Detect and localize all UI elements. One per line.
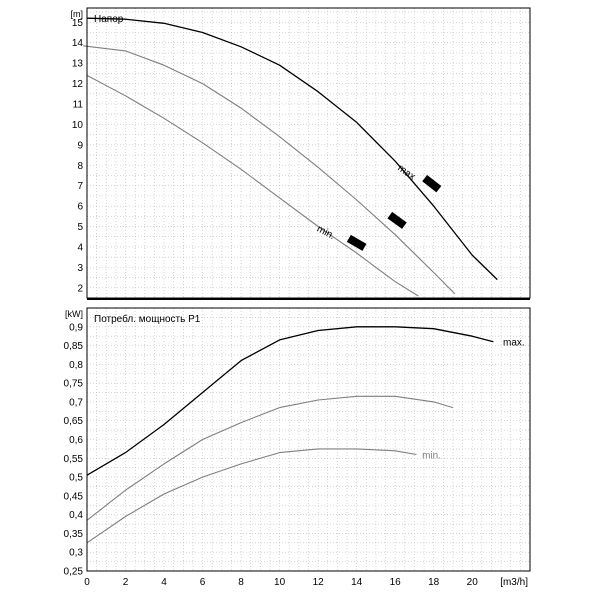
x-tick-label: 12 <box>313 577 325 588</box>
y-tick-label: 0,5 <box>69 473 83 484</box>
y-tick-label: 0,7 <box>69 397 83 408</box>
y-tick-label: 4 <box>77 242 83 253</box>
series-line-2 <box>86 395 454 521</box>
power-x-axis-label: [m3/h] <box>500 577 528 588</box>
x-tick-label: 8 <box>238 577 244 588</box>
power-series <box>86 326 494 544</box>
y-tick-label: 0,9 <box>69 322 83 333</box>
power-title: Потребл. мощность P1 <box>94 313 201 325</box>
operating-point-marker-1 <box>422 174 442 193</box>
y-tick-label: 0,6 <box>69 435 83 446</box>
y-tick-label: 9 <box>77 140 83 151</box>
y-tick-label: 0,8 <box>69 360 83 371</box>
y-tick-label: 11 <box>73 99 84 110</box>
x-tick-label: 16 <box>390 577 402 588</box>
y-tick-label: 0,3 <box>69 548 83 559</box>
x-tick-label: 6 <box>200 577 206 588</box>
y-tick-label: 0,55 <box>64 454 84 465</box>
y-tick-label: 2 <box>77 283 83 294</box>
y-tick-label: 0,75 <box>64 379 84 390</box>
series-line-3 <box>86 448 417 544</box>
y-tick-label: 12 <box>72 79 84 90</box>
operating-point-marker-2 <box>387 211 407 229</box>
y-tick-label: 3 <box>77 263 83 274</box>
power-y-axis-label: [kW] <box>65 309 83 319</box>
x-tick-label: 2 <box>123 577 129 588</box>
y-tick-label: 15 <box>72 18 84 29</box>
curve-label-1: max. <box>503 338 525 349</box>
head-tick-labels: 2 3 4 5 6 7 8 9 10 11 12 13 14 15 <box>72 18 84 294</box>
series-line-1 <box>86 17 498 281</box>
series-line-3 <box>86 74 419 297</box>
curve-label-2: min. <box>422 450 441 461</box>
x-tick-label: 4 <box>161 577 167 588</box>
y-tick-label: 10 <box>72 120 84 131</box>
series-line-2 <box>83 45 456 295</box>
y-tick-label: 6 <box>77 202 83 213</box>
y-tick-label: 7 <box>77 181 83 192</box>
y-tick-label: 0,85 <box>64 341 84 352</box>
y-tick-label: 0,65 <box>64 416 84 427</box>
head-series <box>83 17 498 297</box>
head-markers <box>346 174 442 251</box>
power-panel: 0,25 0,3 0,35 0,4 0,45 0,5 0,55 0,6 0,65 0,7 0,75 0… <box>64 307 531 588</box>
power-annotations: max. min. <box>422 338 525 462</box>
y-tick-label: 0,35 <box>64 529 84 540</box>
x-tick-label: 14 <box>351 577 363 588</box>
x-tick-label: 20 <box>467 577 479 588</box>
y-tick-label: 8 <box>77 161 83 172</box>
head-y-axis-label: [m] <box>71 9 84 19</box>
head-title: Напор <box>94 14 124 25</box>
y-tick-label: 5 <box>77 222 83 233</box>
y-tick-label: 13 <box>72 59 84 70</box>
x-tick-label: 0 <box>84 577 90 588</box>
x-tick-label: 10 <box>274 577 286 588</box>
y-tick-label: 0,45 <box>64 491 84 502</box>
y-tick-label: 0,25 <box>64 567 84 578</box>
power-plot-frame <box>86 307 531 572</box>
power-tick-labels: 0,25 0,3 0,35 0,4 0,45 0,5 0,55 0,6 0,65 0,7 0,75 0… <box>64 322 479 588</box>
x-tick-label: 18 <box>428 577 440 588</box>
power-grid <box>87 308 530 571</box>
y-tick-label: 0,4 <box>69 510 83 521</box>
operating-point-marker-3 <box>346 234 367 251</box>
head-grid <box>87 8 530 298</box>
series-line-1 <box>86 326 494 476</box>
y-tick-label: 14 <box>72 38 84 49</box>
